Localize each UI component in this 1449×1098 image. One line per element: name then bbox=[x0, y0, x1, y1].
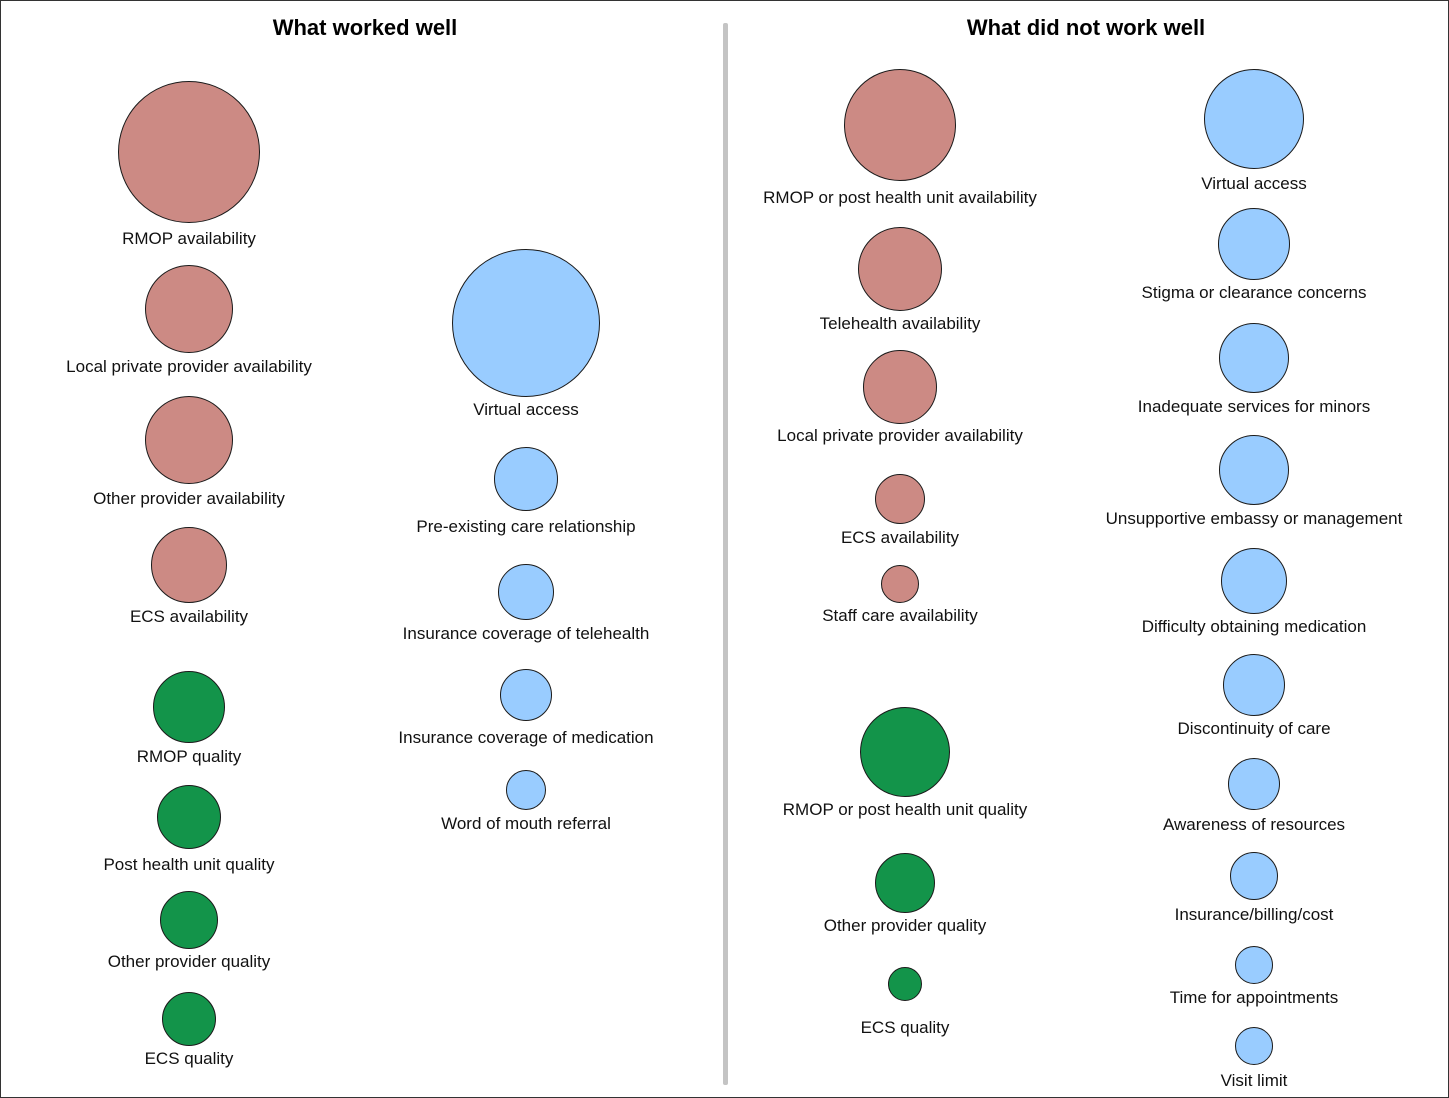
bubble-label: Inadequate services for minors bbox=[1137, 397, 1371, 416]
bubble-label: Other provider availability bbox=[93, 489, 285, 508]
bubble-other bbox=[1230, 852, 1278, 900]
bubble-other bbox=[1228, 758, 1280, 810]
bubble-label: Telehealth availability bbox=[819, 314, 981, 333]
bubble-label: ECS availability bbox=[129, 607, 249, 626]
bubble-availability bbox=[863, 350, 937, 424]
bubble-quality bbox=[160, 891, 218, 949]
bubble-label: Stigma or clearance concerns bbox=[1141, 283, 1367, 302]
panel-title-did-not-work-well: What did not work well bbox=[966, 15, 1206, 40]
bubble-label: Local private provider availability bbox=[777, 426, 1023, 445]
bubble-other bbox=[506, 770, 546, 810]
bubble-other bbox=[1219, 435, 1289, 505]
bubble-label: ECS quality bbox=[144, 1049, 234, 1068]
bubble-other bbox=[1204, 69, 1304, 169]
bubble-other bbox=[1235, 1027, 1273, 1065]
bubble-label: Insurance/billing/cost bbox=[1174, 905, 1334, 924]
bubble-other bbox=[1221, 548, 1287, 614]
bubble-quality bbox=[875, 853, 935, 913]
bubble-label: Virtual access bbox=[1201, 174, 1307, 193]
bubble-availability bbox=[151, 527, 227, 603]
bubble-label: RMOP availability bbox=[122, 229, 256, 248]
bubble-availability bbox=[875, 474, 925, 524]
bubble-quality bbox=[157, 785, 221, 849]
bubble-label: ECS availability bbox=[840, 528, 960, 547]
bubble-availability bbox=[118, 81, 260, 223]
bubble-availability bbox=[844, 69, 956, 181]
bubble-quality bbox=[888, 967, 922, 1001]
bubble-label: Insurance coverage of telehealth bbox=[402, 624, 650, 643]
bubble-other bbox=[1218, 208, 1290, 280]
bubble-availability bbox=[858, 227, 942, 311]
bubble-label: Difficulty obtaining medication bbox=[1141, 617, 1367, 636]
bubble-availability bbox=[145, 396, 233, 484]
bubble-availability bbox=[145, 265, 233, 353]
bubble-label: Staff care availability bbox=[822, 606, 978, 625]
bubble-label: Awareness of resources bbox=[1162, 815, 1346, 834]
bubble-availability bbox=[881, 565, 919, 603]
bubble-label: Local private provider availability bbox=[66, 357, 312, 376]
panel-title-worked-well: What worked well bbox=[272, 15, 458, 40]
panel-divider bbox=[723, 23, 728, 1085]
bubble-label: RMOP quality bbox=[136, 747, 242, 766]
bubble-other bbox=[452, 249, 600, 397]
bubble-other bbox=[494, 447, 558, 511]
bubble-other bbox=[500, 669, 552, 721]
bubble-label: Word of mouth referral bbox=[441, 814, 611, 833]
bubble-other bbox=[498, 564, 554, 620]
bubble-label: Insurance coverage of medication bbox=[398, 728, 654, 747]
bubble-label: RMOP or post health unit quality bbox=[782, 800, 1028, 819]
bubble-label: Time for appointments bbox=[1169, 988, 1339, 1007]
bubble-other bbox=[1219, 323, 1289, 393]
bubble-quality bbox=[860, 707, 950, 797]
bubble-label: RMOP or post health unit availability bbox=[763, 188, 1037, 207]
bubble-label: Unsupportive embassy or management bbox=[1105, 509, 1403, 528]
bubble-quality bbox=[162, 992, 216, 1046]
bubble-label: Discontinuity of care bbox=[1177, 719, 1331, 738]
bubble-label: Visit limit bbox=[1220, 1071, 1288, 1090]
bubble-label: Virtual access bbox=[473, 400, 579, 419]
bubble-other bbox=[1223, 654, 1285, 716]
bubble-label: ECS quality bbox=[860, 1018, 950, 1037]
bubble-label: Other provider quality bbox=[107, 952, 271, 971]
bubble-label: Other provider quality bbox=[823, 916, 987, 935]
bubble-other bbox=[1235, 946, 1273, 984]
bubble-quality bbox=[153, 671, 225, 743]
bubble-label: Pre-existing care relationship bbox=[416, 517, 636, 536]
bubble-label: Post health unit quality bbox=[103, 855, 275, 874]
